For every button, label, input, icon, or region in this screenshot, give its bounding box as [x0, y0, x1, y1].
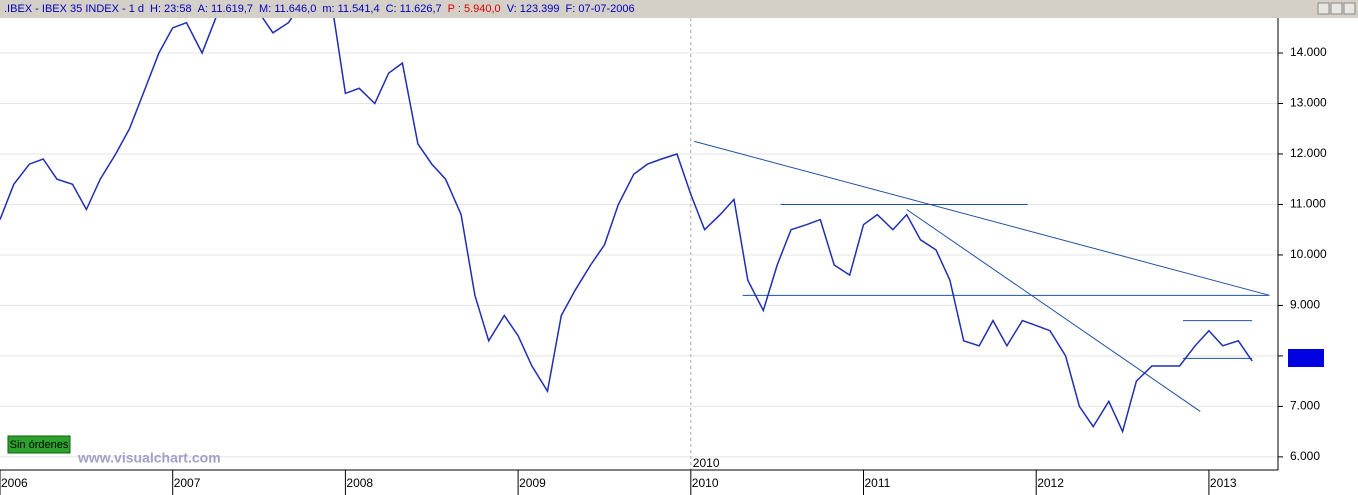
header-field: M: 11.646,0 — [259, 3, 316, 15]
x-tick-label: 2013 — [1210, 476, 1237, 490]
header-field: V: 123.399 — [507, 3, 560, 15]
x-axis-panel — [0, 470, 1358, 495]
y-tick-label: 12.000 — [1290, 146, 1327, 160]
minimize-button[interactable] — [1317, 2, 1330, 15]
x-tick-label: 2006 — [1, 476, 28, 490]
close-button[interactable] — [1343, 2, 1356, 15]
plot: 2010 — [0, 0, 1278, 470]
x-tick-label: 2008 — [346, 476, 373, 490]
x-tick-label: 2011 — [865, 476, 891, 490]
y-tick-label: 6.000 — [1290, 449, 1320, 463]
header-field: F: 07-07-2006 — [566, 3, 635, 15]
header-field: P : 5.940,0 — [448, 3, 501, 15]
header-field: m: 11.541,4 — [322, 3, 379, 15]
x-tick-label: 2010 — [692, 476, 719, 490]
y-tick-label: 7.000 — [1290, 399, 1320, 413]
header-bar — [0, 0, 1358, 18]
header-field: A: 11.619,7 — [198, 3, 253, 15]
marker-label: 2010 — [693, 456, 720, 470]
watermark: www.visualchart.com — [77, 450, 221, 466]
header: .IBEX - IBEX 35 INDEX - 1 d H: 23:58 A: 11… — [4, 3, 635, 15]
y-tick-label: 13.000 — [1290, 96, 1327, 110]
orders-button-label[interactable]: Sin órdenes — [10, 439, 69, 451]
x-tick-label: 2007 — [174, 476, 201, 490]
orders-button[interactable] — [7, 435, 71, 454]
x-tick-label: 2012 — [1037, 476, 1064, 490]
trend-line — [694, 140, 1270, 296]
header-field: .IBEX - IBEX 35 INDEX - 1 d — [4, 3, 144, 15]
y-tick-label: 9.000 — [1290, 298, 1320, 312]
y-tick-label: 11.000 — [1290, 197, 1326, 211]
price-line — [0, 0, 1253, 434]
price-box — [1288, 349, 1324, 367]
x-tick-label: 2009 — [519, 476, 546, 490]
maximize-button[interactable] — [1330, 2, 1343, 15]
y-tick-label: 10.000 — [1290, 247, 1327, 261]
y-axis-panel — [1278, 0, 1358, 495]
y-tick-label: 14.000 — [1290, 45, 1327, 59]
trend-line — [906, 209, 1201, 412]
header-field: C: 11.626,7 — [386, 3, 442, 15]
header-field: H: 23:58 — [150, 3, 192, 15]
